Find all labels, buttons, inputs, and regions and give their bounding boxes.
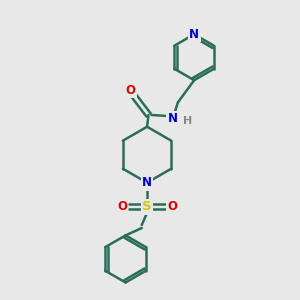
Text: O: O [126, 84, 136, 97]
Text: N: N [168, 112, 178, 125]
Text: N: N [142, 176, 152, 189]
Text: H: H [183, 116, 193, 126]
Text: N: N [189, 28, 199, 41]
Text: O: O [117, 200, 127, 213]
Text: S: S [142, 200, 152, 213]
Text: O: O [167, 200, 177, 213]
